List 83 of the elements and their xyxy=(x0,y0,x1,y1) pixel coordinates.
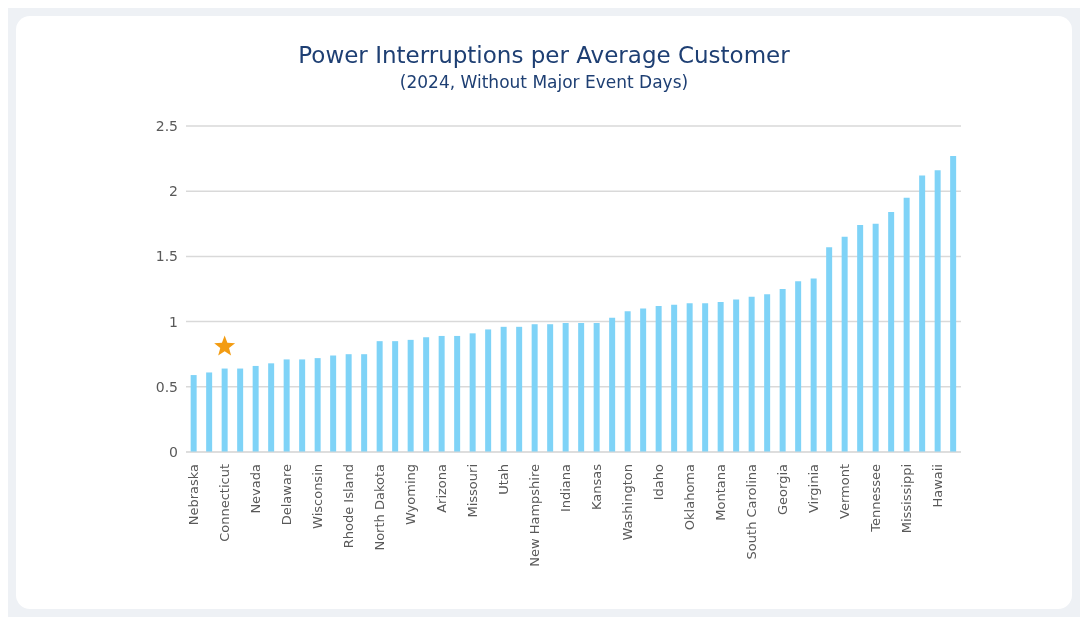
bar xyxy=(268,363,275,452)
x-tick-label: Indiana xyxy=(558,464,574,513)
bar xyxy=(345,354,352,452)
bar xyxy=(361,354,368,452)
x-tick-label: Nevada xyxy=(248,464,264,514)
bar xyxy=(717,302,724,452)
x-tick-label: Wisconsin xyxy=(310,464,326,529)
bar xyxy=(283,359,290,452)
x-tick-label: Kansas xyxy=(589,463,605,511)
bar xyxy=(919,175,926,452)
bar xyxy=(454,335,461,452)
bar xyxy=(810,278,817,452)
bar xyxy=(547,324,554,452)
bar xyxy=(655,305,662,452)
x-tick-label: Hawaii xyxy=(930,464,946,508)
chart-subtitle: (2024, Without Major Event Days) xyxy=(398,72,690,92)
bar xyxy=(314,358,321,452)
bar xyxy=(516,326,523,452)
y-tick-label: 1.5 xyxy=(155,248,178,265)
x-tick-label: Arizona xyxy=(434,464,450,513)
bar xyxy=(872,223,879,452)
bar xyxy=(423,337,430,452)
bar xyxy=(206,372,213,452)
bar xyxy=(376,341,383,452)
x-tick-label: Missouri xyxy=(465,464,481,518)
bar xyxy=(531,324,538,452)
x-tick-label: Delaware xyxy=(279,464,295,526)
x-tick-label: Virginia xyxy=(806,464,822,514)
x-tick-label: Oklahoma xyxy=(682,464,698,531)
y-tick-label: 0.5 xyxy=(155,378,178,395)
x-tick-label: Tennessee xyxy=(868,464,884,533)
bar xyxy=(624,311,631,452)
bar xyxy=(485,329,492,452)
x-tick-label: Mississippi xyxy=(899,464,915,534)
x-tick-label: Vermont xyxy=(837,464,853,519)
x-tick-label: South Carolina xyxy=(744,464,760,560)
bar xyxy=(671,304,678,452)
bar xyxy=(330,355,337,452)
bar xyxy=(578,322,585,452)
bar xyxy=(903,197,910,452)
x-tick-label: New Hampshire xyxy=(527,464,543,567)
bar xyxy=(190,375,197,452)
bar xyxy=(593,322,600,452)
bar xyxy=(702,303,709,452)
bar xyxy=(438,335,445,452)
bar xyxy=(392,341,399,452)
bar xyxy=(795,281,802,452)
x-tick-label: Idaho xyxy=(651,463,667,501)
x-tick-label: Wyoming xyxy=(403,464,419,526)
bar xyxy=(826,247,833,452)
bar xyxy=(857,225,864,452)
y-tick-label: 2.5 xyxy=(155,117,178,134)
x-tick-label: North Dakota xyxy=(372,464,388,551)
x-tick-label: Utah xyxy=(496,464,512,495)
bar xyxy=(609,317,616,452)
x-tick-label: Montana xyxy=(713,464,729,521)
x-tick-label: Washington xyxy=(620,464,636,541)
bar xyxy=(407,339,414,452)
bar xyxy=(934,170,941,452)
y-tick-label: 2 xyxy=(169,183,178,200)
chart-title: Power Interruptions per Average Customer xyxy=(297,42,791,68)
bar xyxy=(221,368,228,452)
bar xyxy=(950,155,957,452)
bar xyxy=(252,365,259,452)
bar xyxy=(733,299,740,452)
bar xyxy=(748,296,755,452)
bar xyxy=(469,333,476,452)
x-tick-label: Nebraska xyxy=(186,464,202,526)
bar xyxy=(686,303,693,452)
bar xyxy=(779,289,786,452)
bar xyxy=(640,308,647,452)
bar xyxy=(562,322,569,452)
bar xyxy=(299,359,306,452)
y-tick-label: 1 xyxy=(169,313,178,330)
bar xyxy=(841,236,848,452)
x-tick-label: Rhode Island xyxy=(341,464,357,549)
bar xyxy=(500,326,507,452)
bar xyxy=(237,368,244,452)
x-tick-label: Connecticut xyxy=(217,464,233,542)
bar xyxy=(764,294,771,452)
y-tick-label: 0 xyxy=(169,443,178,460)
x-tick-label: Georgia xyxy=(775,464,791,515)
bar xyxy=(888,212,895,452)
